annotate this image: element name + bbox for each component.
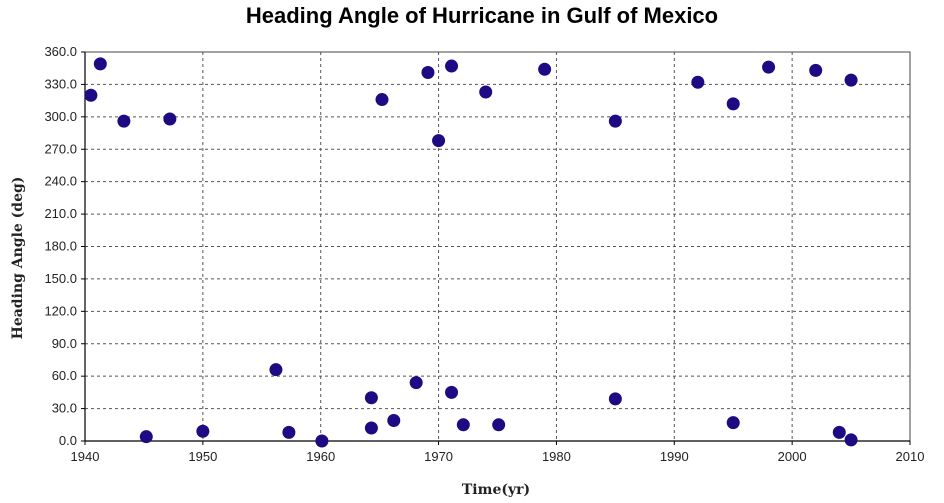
data-points: [84, 57, 858, 448]
y-tick-label: 120.0: [44, 303, 77, 318]
y-tick-label: 0.0: [59, 433, 77, 448]
data-point: [492, 418, 506, 432]
data-point: [479, 85, 493, 99]
data-point: [421, 66, 435, 80]
data-point: [445, 59, 459, 73]
data-point: [315, 434, 329, 448]
data-point: [762, 60, 776, 74]
x-tick-label: 2000: [778, 449, 807, 464]
y-tick-label: 360.0: [44, 44, 77, 59]
data-point: [608, 392, 622, 406]
x-tick-label: 1950: [188, 449, 217, 464]
y-tick-label: 150.0: [44, 271, 77, 286]
x-tick-label: 1960: [306, 449, 335, 464]
data-point: [269, 363, 283, 377]
data-point: [139, 430, 153, 444]
x-tick-label: 1990: [660, 449, 689, 464]
data-point: [282, 425, 296, 439]
chart-title: Heading Angle of Hurricane in Gulf of Me…: [246, 3, 718, 28]
y-tick-label: 90.0: [52, 336, 77, 351]
x-axis-label: Time(yr): [462, 482, 530, 498]
data-point: [726, 97, 740, 111]
y-tick-label: 240.0: [44, 174, 77, 189]
data-point: [456, 418, 470, 432]
y-axis-label: Heading Angle (deg): [10, 177, 26, 340]
y-axis-ticks: 0.0 30.0 60.0 90.0 120.0 150.0 180.0 210.0 240.0…: [44, 44, 85, 448]
data-point: [163, 112, 177, 126]
y-tick-label: 270.0: [44, 141, 77, 156]
data-point: [538, 62, 552, 76]
y-tick-label: 210.0: [44, 206, 77, 221]
y-tick-label: 300.0: [44, 109, 77, 124]
data-point: [691, 75, 705, 89]
plot-area: [84, 51, 911, 442]
y-tick-label: 180.0: [44, 239, 77, 254]
data-point: [196, 424, 210, 438]
data-point: [844, 433, 858, 447]
data-point: [375, 93, 389, 107]
data-point: [117, 114, 131, 128]
x-tick-label: 1970: [424, 449, 453, 464]
data-point: [445, 385, 459, 399]
data-point: [409, 376, 423, 390]
axes: [84, 52, 910, 442]
data-point: [364, 391, 378, 405]
x-tick-label: 2010: [896, 449, 925, 464]
data-point: [832, 425, 846, 439]
data-point: [726, 416, 740, 430]
y-tick-label: 330.0: [44, 76, 77, 91]
y-tick-label: 30.0: [52, 401, 77, 416]
data-point: [844, 73, 858, 87]
y-tick-label: 60.0: [52, 368, 77, 383]
grid: [85, 51, 910, 441]
data-point: [387, 413, 401, 427]
x-tick-label: 1980: [542, 449, 571, 464]
x-axis-ticks: 1940 1950 1960 1970 1980 1990 2000 2010: [71, 441, 925, 464]
data-point: [809, 63, 823, 77]
x-tick-label: 1940: [71, 449, 100, 464]
data-point: [432, 134, 446, 148]
data-point: [93, 57, 107, 71]
data-point: [364, 421, 378, 435]
data-point: [84, 88, 98, 102]
data-point: [608, 114, 622, 128]
